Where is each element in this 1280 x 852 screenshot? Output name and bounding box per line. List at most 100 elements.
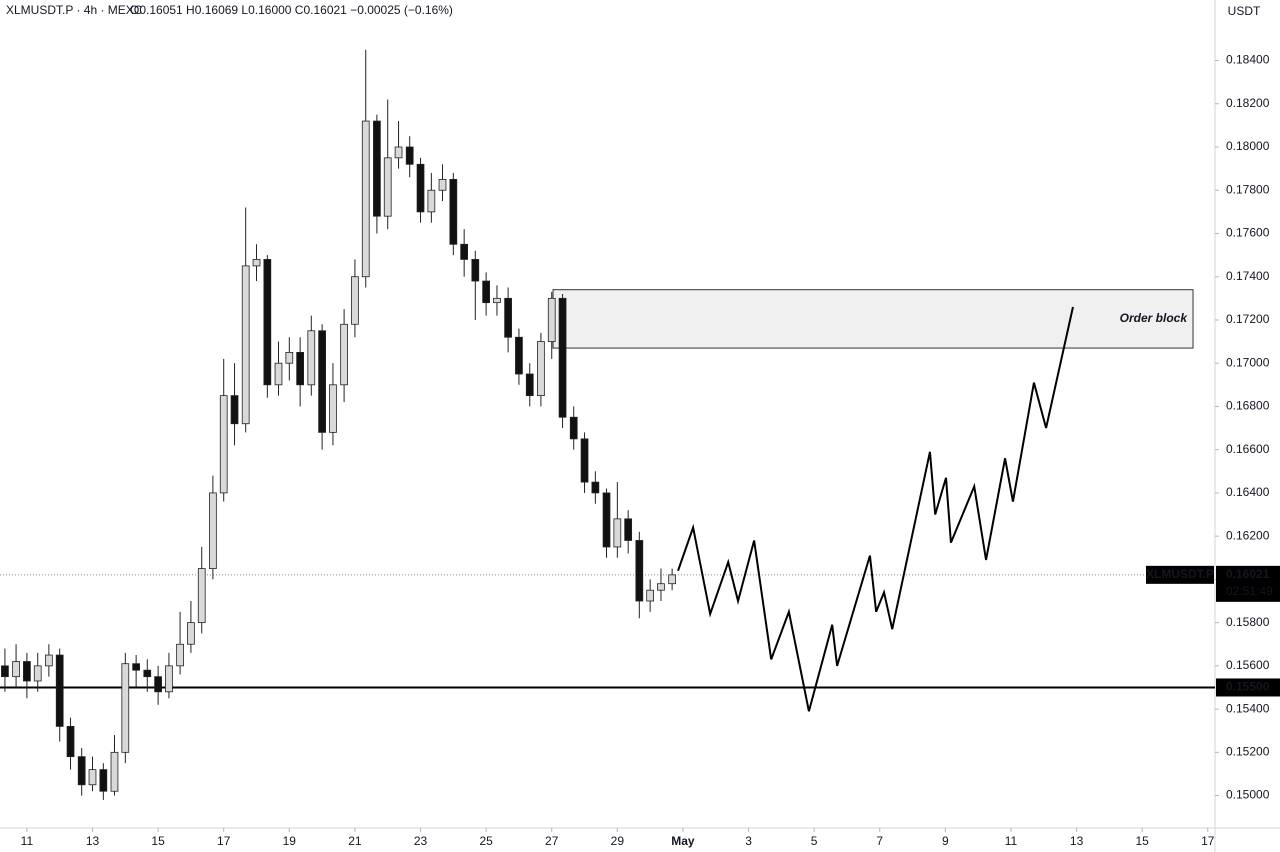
order-block-label: Order block — [1120, 311, 1189, 325]
x-tick-label: 23 — [414, 834, 428, 848]
candle-body — [66, 725, 75, 758]
candle-body — [274, 362, 283, 386]
candle-body — [405, 146, 414, 165]
y-tick-label: 0.16600 — [1226, 442, 1270, 456]
candle-body — [482, 280, 490, 304]
candle-body — [525, 373, 534, 397]
candle-body — [143, 669, 152, 678]
x-tick-label: 9 — [942, 834, 949, 848]
candle-body — [307, 330, 316, 386]
x-tick-label: 5 — [811, 834, 818, 848]
candle-body — [547, 297, 556, 342]
candle-body — [23, 661, 31, 682]
candle-body — [383, 157, 392, 217]
y-tick-label: 0.18400 — [1226, 53, 1270, 67]
y-tick-label: 0.15200 — [1226, 745, 1270, 759]
y-tick-label: 0.16400 — [1226, 485, 1270, 499]
candle-body — [493, 297, 501, 304]
symbol-badge-label: XLMUSDT.P — [1146, 567, 1214, 581]
y-tick-label: 0.16200 — [1226, 528, 1270, 542]
candle-body — [88, 769, 97, 786]
symbol-title: XLMUSDT.P · 4h · MEXC — [6, 3, 143, 17]
ohlc-legend: O0.16051 H0.16069 L0.16000 C0.16021 −0.0… — [130, 3, 453, 17]
candle-body — [602, 492, 611, 548]
candle-body — [613, 518, 622, 548]
x-tick-label: 7 — [876, 834, 883, 848]
x-tick-label: 13 — [1070, 834, 1084, 848]
x-tick-label: May — [671, 834, 695, 848]
candle-body — [624, 518, 633, 541]
y-tick-label: 0.15000 — [1226, 788, 1270, 802]
candle-body — [591, 481, 600, 494]
y-tick-label: 0.18000 — [1226, 139, 1270, 153]
level-label: 0.15500 — [1226, 680, 1270, 694]
candle-body — [285, 351, 294, 364]
x-tick-label: 27 — [545, 834, 559, 848]
y-tick-label: 0.15400 — [1226, 701, 1270, 715]
candle-body — [515, 336, 523, 375]
price-badge-label: 0.16021 — [1226, 567, 1270, 581]
candle-body — [252, 259, 261, 267]
y-tick-label: 0.17600 — [1226, 226, 1270, 240]
candle-body — [110, 751, 119, 792]
y-tick-label: 0.17400 — [1226, 269, 1270, 283]
x-tick-label: 21 — [348, 834, 362, 848]
candle-body — [537, 341, 545, 397]
x-tick-label: 19 — [283, 834, 297, 848]
y-tick-label: 0.15800 — [1226, 615, 1270, 629]
candle-body — [438, 179, 447, 191]
candle-body — [361, 120, 370, 278]
x-tick-label: 29 — [611, 834, 625, 848]
candle-body — [1, 665, 9, 678]
candle-body — [165, 665, 173, 693]
x-tick-label: 15 — [151, 834, 165, 848]
x-tick-label: 17 — [217, 834, 231, 848]
candle-body — [635, 540, 644, 602]
x-tick-label: 25 — [479, 834, 493, 848]
x-tick-label: 17 — [1201, 834, 1215, 848]
y-tick-label: 0.17200 — [1226, 312, 1270, 326]
x-tick-label: 13 — [86, 834, 100, 848]
x-tick-label: 15 — [1135, 834, 1149, 848]
candle-body — [318, 330, 326, 433]
candle-body — [99, 769, 108, 792]
y-tick-label: 0.17000 — [1226, 355, 1270, 369]
candle-body — [340, 323, 348, 386]
candle-body — [209, 492, 217, 569]
countdown-label: 02:51:49 — [1226, 584, 1273, 598]
candle-body — [329, 384, 337, 433]
candle-body — [657, 583, 665, 591]
order-block — [552, 289, 1194, 349]
price-badge — [1216, 565, 1280, 602]
candle-body — [176, 643, 184, 667]
candle-body — [449, 179, 458, 245]
x-tick-label: 11 — [21, 834, 34, 848]
candle-body — [230, 395, 239, 425]
candle-body — [416, 163, 425, 213]
candle-body — [219, 395, 228, 494]
candle-body — [12, 661, 20, 678]
candle-body — [33, 665, 42, 682]
candle-body — [241, 265, 250, 425]
y-tick-label: 0.17800 — [1226, 182, 1270, 196]
candle-body — [471, 259, 480, 282]
candle-body — [55, 654, 64, 727]
candle-body — [132, 663, 140, 671]
x-tick-label: 3 — [745, 834, 752, 848]
candle-body — [558, 297, 567, 418]
candle-body — [460, 243, 469, 260]
candle-body — [580, 438, 589, 483]
candle-body — [373, 120, 381, 217]
y-tick-label: 0.18200 — [1226, 96, 1270, 110]
unit-label: USDT — [1228, 4, 1261, 18]
candle-body — [668, 574, 676, 585]
candle-body — [646, 589, 655, 602]
candle-body — [187, 622, 195, 645]
candle-body — [394, 146, 403, 159]
projection-line — [677, 306, 1074, 712]
y-tick-label: 0.16800 — [1226, 399, 1270, 413]
candle-body — [121, 663, 130, 753]
candle-body — [197, 568, 206, 624]
candle-body — [45, 654, 53, 667]
